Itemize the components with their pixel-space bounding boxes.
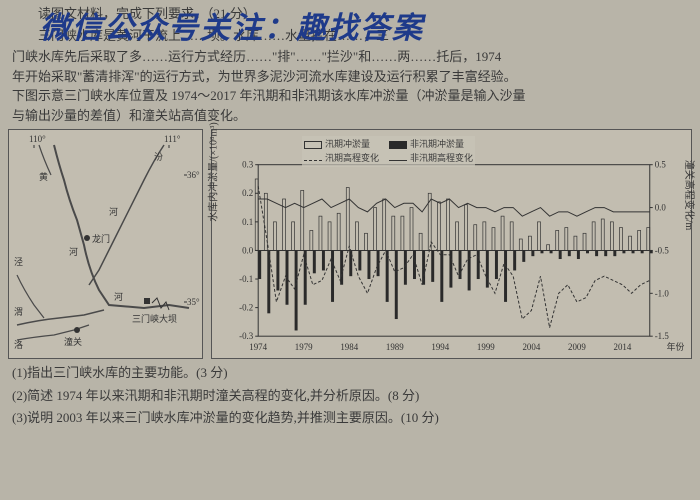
svg-text:0.5: 0.5: [655, 160, 667, 170]
legend-nonflood-bar: 非汛期冲淤量: [389, 138, 473, 152]
sediment-chart: 汛期冲淤量 非汛期冲淤量 汛期高程变化 非汛期高程变化 -0.3 -0.2 -0.1…: [211, 129, 692, 359]
svg-text:黄: 黄: [39, 171, 48, 182]
svg-text:2014: 2014: [614, 342, 632, 352]
svg-text:河: 河: [69, 246, 78, 257]
svg-text:110°: 110°: [29, 134, 46, 144]
svg-text:1979: 1979: [295, 342, 313, 352]
svg-text:-0.1: -0.1: [239, 274, 253, 284]
svg-text:2004: 2004: [522, 342, 540, 352]
svg-text:洛: 洛: [14, 339, 23, 350]
svg-text:35°: 35°: [187, 297, 200, 307]
svg-text:36°: 36°: [187, 170, 200, 180]
y-right-label: 潼关高程变化/m: [682, 160, 697, 231]
svg-text:0.1: 0.1: [242, 217, 253, 227]
svg-text:1994: 1994: [431, 342, 449, 352]
svg-text:河: 河: [109, 206, 118, 217]
legend-flood-bar: 汛期冲淤量: [304, 138, 379, 152]
svg-text:年份: 年份: [667, 341, 685, 352]
question-2: (2)简述 1974 年以来汛期和非汛期时潼关高程的变化,并分析原因。(8 分): [12, 386, 688, 406]
svg-text:三门峡大坝: 三门峡大坝: [132, 313, 177, 324]
svg-text:1989: 1989: [386, 342, 404, 352]
legend-nonflood-line: 非汛期高程变化: [389, 152, 473, 166]
svg-text:0.0: 0.0: [655, 203, 667, 213]
watermark-text: 微信公众号关注：趣找答案: [40, 6, 424, 51]
location-map: 110° 111° 36° 35° 汾 黄: [8, 129, 203, 359]
svg-text:2009: 2009: [568, 342, 586, 352]
svg-text:泾: 泾: [14, 256, 23, 267]
question-3: (3)说明 2003 年以来三门峡水库冲淤量的变化趋势,并推测主要原因。(10 …: [12, 408, 688, 428]
svg-text:-1.0: -1.0: [655, 288, 670, 298]
svg-text:-1.5: -1.5: [655, 331, 670, 341]
svg-text:0.0: 0.0: [242, 245, 254, 255]
svg-text:1974: 1974: [249, 342, 267, 352]
svg-text:龙门: 龙门: [92, 233, 110, 244]
svg-text:-0.3: -0.3: [239, 331, 254, 341]
question-1: (1)指出三门峡水库的主要功能。(3 分): [12, 363, 688, 383]
svg-text:潼关: 潼关: [64, 336, 82, 347]
questions-block: (1)指出三门峡水库的主要功能。(3 分) (2)简述 1974 年以来汛期和非…: [0, 359, 700, 435]
y-left-label: 水库内冲淤量/(×10⁸m³): [207, 122, 222, 221]
intro-line: 与输出沙量的差值）和潼关站高值变化。: [12, 106, 690, 126]
svg-text:-0.5: -0.5: [655, 245, 670, 255]
chart-legend: 汛期冲淤量 非汛期冲淤量 汛期高程变化 非汛期高程变化: [302, 136, 475, 167]
svg-text:河: 河: [114, 291, 123, 302]
intro-line: 年开始采取"蓄清排浑"的运行方式，为世界多泥沙河流水库建设及运行积累了丰富经验。: [12, 67, 690, 87]
intro-line: 下图示意三门峡水库位置及 1974～2017 年汛期和非汛期该水库冲淤量（冲淤量…: [12, 86, 690, 106]
svg-text:1984: 1984: [340, 342, 358, 352]
svg-text:汾: 汾: [154, 152, 163, 162]
svg-text:0.2: 0.2: [242, 188, 253, 198]
svg-text:111°: 111°: [164, 134, 181, 144]
legend-flood-line: 汛期高程变化: [304, 152, 379, 166]
svg-text:-0.2: -0.2: [239, 303, 253, 313]
svg-text:渭: 渭: [14, 307, 23, 317]
svg-text:0.3: 0.3: [242, 160, 254, 170]
map-svg: 110° 111° 36° 35° 汾 黄: [9, 130, 204, 360]
svg-text:1999: 1999: [477, 342, 495, 352]
